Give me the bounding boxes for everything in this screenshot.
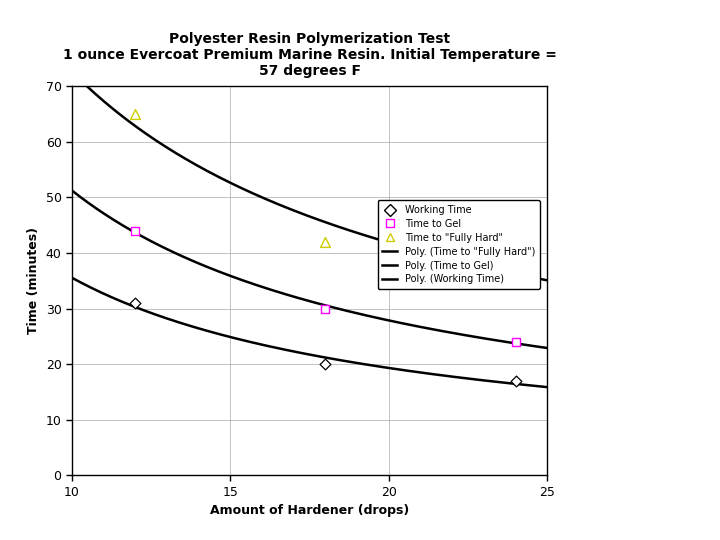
Title: Polyester Resin Polymerization Test
1 ounce Evercoat Premium Marine Resin. Initi: Polyester Resin Polymerization Test 1 ou… <box>63 32 557 78</box>
Point <box>320 304 331 313</box>
Point <box>130 226 141 235</box>
Point <box>130 110 141 118</box>
Point <box>510 260 521 268</box>
Point <box>130 299 141 307</box>
Point <box>510 376 521 385</box>
Point <box>320 360 331 368</box>
Point <box>510 338 521 346</box>
Y-axis label: Time (minutes): Time (minutes) <box>27 227 40 334</box>
Point <box>320 238 331 246</box>
Legend: Working Time, Time to Gel, Time to "Fully Hard", Poly. (Time to "Fully Hard"), P: Working Time, Time to Gel, Time to "Full… <box>377 200 540 289</box>
X-axis label: Amount of Hardener (drops): Amount of Hardener (drops) <box>210 504 409 517</box>
